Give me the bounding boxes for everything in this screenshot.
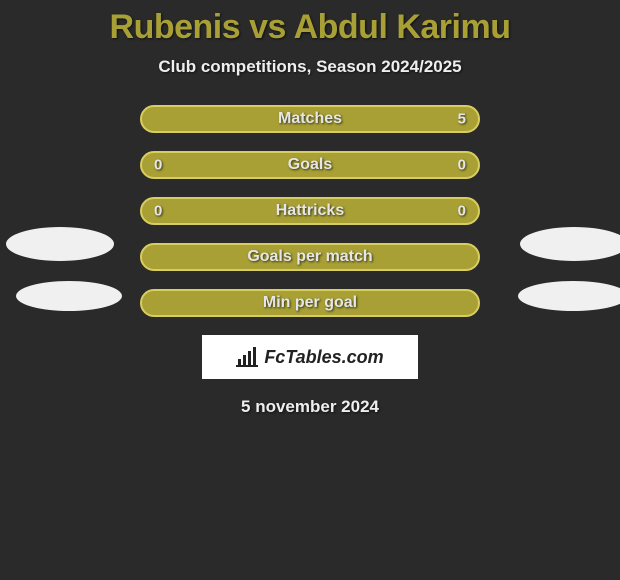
stat-bar-matches: Matches 5 xyxy=(140,105,480,133)
stat-value-right: 0 xyxy=(458,203,466,220)
stat-value-right: 5 xyxy=(458,111,466,128)
page-title: Rubenis vs Abdul Karimu xyxy=(0,8,620,47)
player-left-avatar-1 xyxy=(6,227,114,261)
comparison-card: Rubenis vs Abdul Karimu Club competition… xyxy=(0,0,620,417)
stat-label: Goals xyxy=(288,156,332,174)
logo-box: FcTables.com xyxy=(202,335,418,379)
stat-bar-goals: 0 Goals 0 xyxy=(140,151,480,179)
stat-bars: Matches 5 0 Goals 0 0 Hattricks 0 Goals … xyxy=(140,105,480,317)
stat-section: Matches 5 0 Goals 0 0 Hattricks 0 Goals … xyxy=(0,105,620,417)
subtitle: Club competitions, Season 2024/2025 xyxy=(0,57,620,77)
stat-label: Goals per match xyxy=(247,248,372,266)
stat-bar-hattricks: 0 Hattricks 0 xyxy=(140,197,480,225)
stat-label: Matches xyxy=(278,110,342,128)
stat-bar-goals-per-match: Goals per match xyxy=(140,243,480,271)
chart-icon xyxy=(236,347,258,367)
player-left-avatar-2 xyxy=(16,281,122,311)
stat-label: Hattricks xyxy=(276,202,344,220)
date-text: 5 november 2024 xyxy=(0,397,620,417)
stat-label: Min per goal xyxy=(263,294,357,312)
stat-value-right: 0 xyxy=(458,157,466,174)
player-right-avatar-1 xyxy=(520,227,620,261)
player-right-avatar-2 xyxy=(518,281,620,311)
stat-value-left: 0 xyxy=(154,203,162,220)
logo-text: FcTables.com xyxy=(264,347,383,368)
stat-value-left: 0 xyxy=(154,157,162,174)
stat-bar-min-per-goal: Min per goal xyxy=(140,289,480,317)
